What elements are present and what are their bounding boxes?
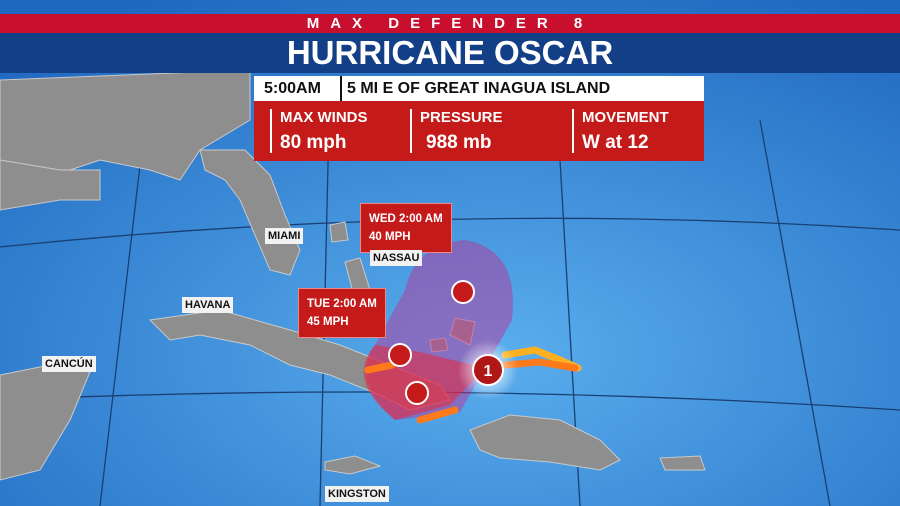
forecast-time: WED 2:00 AM (369, 213, 443, 225)
brand-bar: MAX DEFENDER 8 (0, 14, 900, 33)
forecast-label: WED 2:00 AM 40 MPH (360, 203, 452, 253)
city-label: KINGSTON (325, 486, 389, 502)
forecast-wind: 40 MPH (369, 231, 411, 243)
storm-category: 1 (484, 363, 493, 380)
stat-label: MOVEMENT (582, 109, 669, 126)
title-bar: HURRICANE OSCAR (0, 33, 900, 73)
stat: PRESSURE 988 mb (410, 109, 503, 153)
stat: MOVEMENT W at 12 (572, 109, 669, 153)
stat-value: 80 mph (280, 132, 347, 153)
forecast-time: TUE 2:00 AM (307, 298, 377, 310)
stat-label: PRESSURE (420, 109, 503, 126)
city-label: CANCÚN (42, 356, 96, 372)
position-strip: 5:00AM 5 MI E OF GREAT INAGUA ISLAND (254, 76, 704, 101)
city-label: HAVANA (182, 297, 234, 313)
stat-label: MAX WINDS (280, 109, 368, 126)
advisory-time: 5:00AM (264, 80, 321, 97)
forecast-icons (388, 280, 475, 405)
storm-location: 5 MI E OF GREAT INAGUA ISLAND (340, 76, 610, 101)
forecast-label: TUE 2:00 AM 45 MPH (298, 288, 386, 338)
city-label: MIAMI (265, 228, 304, 244)
stats-panel: MAX WINDS 80 mph PRESSURE 988 mb MOVEMEN… (254, 101, 704, 161)
stat: MAX WINDS 80 mph (270, 109, 368, 153)
stat-value: 988 mb (426, 132, 492, 153)
stat-value: W at 12 (582, 132, 649, 153)
current-storm-icon (472, 354, 504, 386)
city-label: NASSAU (370, 250, 423, 266)
forecast-wind: 45 MPH (307, 316, 349, 328)
